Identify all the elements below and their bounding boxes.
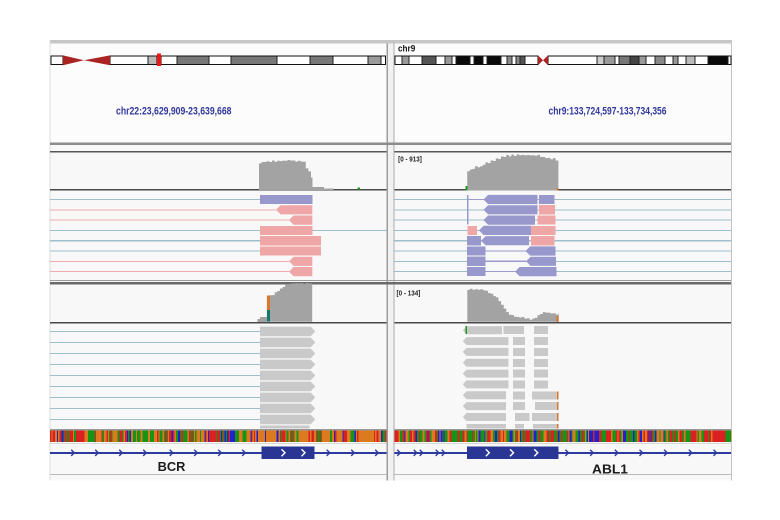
svg-text:[0 - 134]: [0 - 134] bbox=[397, 289, 421, 298]
svg-text:chr9: chr9 bbox=[398, 44, 415, 54]
svg-text:BCR: BCR bbox=[158, 460, 186, 474]
svg-text:ABL1: ABL1 bbox=[592, 462, 628, 477]
svg-text:[0 - 913]: [0 - 913] bbox=[398, 154, 422, 163]
svg-text:chr9:133,724,597-133,734,356: chr9:133,724,597-133,734,356 bbox=[549, 105, 667, 117]
svg-text:chr22:23,629,909-23,639,668: chr22:23,629,909-23,639,668 bbox=[116, 105, 232, 117]
